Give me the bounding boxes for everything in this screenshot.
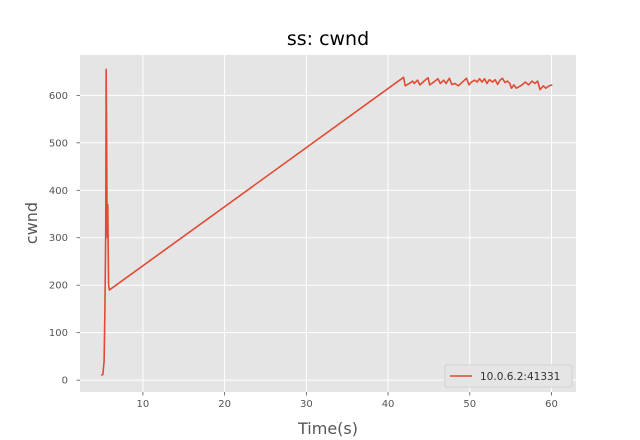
x-axis: 10 20 30 40 50 60 <box>137 392 558 410</box>
x-axis-title: Time(s) <box>297 419 358 438</box>
series-line <box>100 68 553 377</box>
y-tick-label: 100 <box>49 328 68 339</box>
x-tick-label: 40 <box>382 399 395 410</box>
plot-area <box>80 55 576 392</box>
series-layer <box>100 68 553 377</box>
x-tick-label: 10 <box>137 399 150 410</box>
chart-title: ss: cwnd <box>287 28 369 50</box>
y-tick-label: 300 <box>49 233 68 244</box>
y-tick-label: 200 <box>49 281 68 292</box>
y-axis: 0 100 200 300 400 500 600 <box>49 91 80 387</box>
x-tick-label: 60 <box>545 399 558 410</box>
x-tick-label: 30 <box>300 399 313 410</box>
legend-box <box>444 364 573 388</box>
legend: 10.0.6.2:41331 <box>444 364 573 388</box>
y-tick-label: 500 <box>49 138 68 149</box>
y-tick-label: 0 <box>62 376 68 387</box>
legend-label: 10.0.6.2:41331 <box>480 371 560 383</box>
y-tick-label: 400 <box>49 186 68 197</box>
y-tick-label: 600 <box>49 91 68 102</box>
y-axis-title: cwnd <box>22 202 41 244</box>
x-tick-label: 50 <box>463 399 476 410</box>
grid <box>80 55 576 392</box>
x-tick-label: 20 <box>218 399 231 410</box>
